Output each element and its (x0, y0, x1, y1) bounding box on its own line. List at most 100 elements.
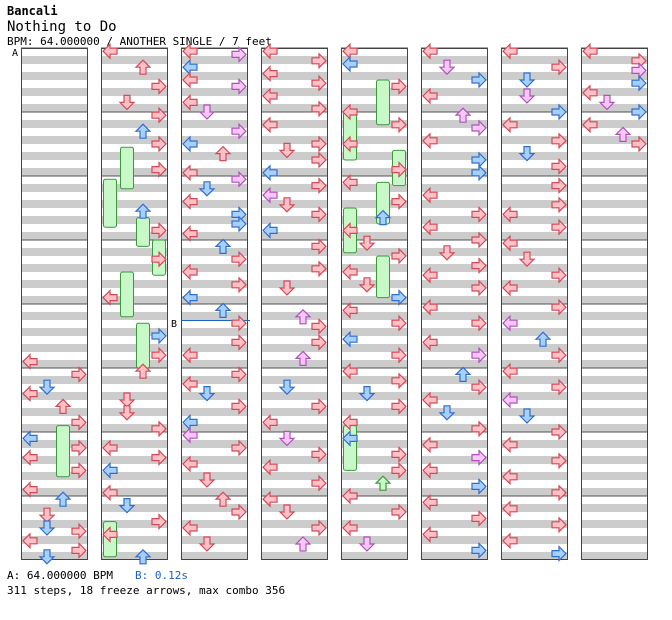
beat-stripe (501, 200, 568, 208)
step-arrow-right (151, 420, 167, 438)
chart-column (181, 47, 248, 560)
step-arrow-left (102, 484, 118, 502)
step-arrow-right (311, 317, 327, 335)
step-arrow-left (422, 186, 438, 204)
freeze-arrow (136, 217, 150, 247)
step-arrow-right (151, 135, 167, 153)
beat-stripe (581, 152, 648, 160)
beat-stripe (181, 136, 248, 144)
beat-stripe (501, 232, 568, 240)
step-arrow-down (518, 72, 536, 88)
step-arrow-down (278, 379, 296, 396)
beat-stripe (341, 264, 408, 272)
step-arrow-left (502, 362, 518, 380)
beat-stripe (421, 536, 488, 544)
beat-stripe (181, 392, 248, 400)
step-arrow-right (151, 513, 167, 531)
step-arrow-left (502, 532, 518, 550)
beat-stripe (501, 280, 568, 288)
step-arrow-right (391, 289, 407, 307)
step-arrow-right (311, 74, 327, 92)
beat-stripe (421, 408, 488, 416)
beat-stripe (181, 56, 248, 64)
step-arrow-down (518, 146, 536, 162)
step-arrow-right (151, 106, 167, 124)
beat-stripe (581, 552, 648, 560)
beat-stripe (181, 408, 248, 416)
beat-stripe (501, 440, 568, 448)
step-arrow-left (182, 225, 198, 243)
step-arrow-right (631, 103, 647, 121)
beat-stripe (341, 72, 408, 80)
step-arrow-right (391, 346, 407, 364)
step-arrow-right (231, 397, 247, 415)
beat-stripe (181, 280, 248, 288)
beat-stripe (501, 552, 568, 560)
step-arrow-right (231, 45, 247, 63)
step-arrow-left (342, 301, 358, 319)
beat-stripe (101, 120, 168, 128)
step-arrow-down (198, 386, 216, 402)
step-arrow-left (182, 519, 198, 537)
beat-stripe (21, 72, 88, 80)
beat-stripe (21, 552, 88, 560)
step-arrow-left (262, 186, 278, 204)
beat-stripe (181, 456, 248, 464)
step-arrow-left (262, 42, 278, 60)
step-arrow-down (518, 251, 536, 268)
beat-stripe (581, 488, 648, 496)
beat-stripe (101, 72, 168, 80)
beat-stripe (341, 440, 408, 448)
beat-stripe (341, 552, 408, 560)
beat-stripe (181, 72, 248, 80)
beat-stripe (181, 344, 248, 352)
beat-stripe (341, 200, 408, 208)
beat-stripe (421, 216, 488, 224)
step-arrow-right (311, 100, 327, 118)
beat-stripe (501, 536, 568, 544)
step-arrow-left (262, 87, 278, 105)
step-arrow-left (422, 525, 438, 543)
beat-stripe (261, 312, 328, 320)
beat-stripe (341, 56, 408, 64)
beat-stripe (101, 200, 168, 208)
step-arrow-down (358, 235, 376, 252)
step-arrow-down (278, 504, 296, 520)
beat-stripe (181, 264, 248, 272)
beat-stripe (581, 280, 648, 288)
beat-stripe (421, 136, 488, 144)
beat-stripe (341, 168, 408, 176)
beat-stripe (261, 248, 328, 256)
step-arrow-right (391, 461, 407, 479)
step-arrow-up (454, 107, 472, 123)
chart-column (501, 47, 568, 560)
beat-stripe (261, 104, 328, 112)
step-arrow-up (374, 475, 392, 491)
beat-stripe (181, 232, 248, 240)
step-arrow-left (182, 164, 198, 182)
step-arrow-right (311, 519, 327, 537)
beat-stripe (21, 120, 88, 128)
beat-stripe (101, 168, 168, 176)
step-arrow-left (182, 263, 198, 281)
beat-stripe (181, 296, 248, 304)
beat-stripe (501, 424, 568, 432)
beat-stripe (181, 184, 248, 192)
beat-stripe (581, 328, 648, 336)
beat-stripe (261, 504, 328, 512)
step-arrow-right (231, 439, 247, 457)
beat-stripe (101, 440, 168, 448)
beat-stripe (181, 552, 248, 560)
column-border (261, 48, 328, 560)
step-arrow-right (391, 77, 407, 95)
beat-stripe (261, 216, 328, 224)
step-arrow-right (471, 279, 487, 297)
step-arrow-right (71, 413, 87, 431)
step-arrow-right (551, 484, 567, 502)
beat-stripe (501, 392, 568, 400)
step-arrow-left (22, 353, 38, 371)
beat-stripe (261, 472, 328, 480)
column-border (181, 48, 248, 560)
beat-stripe (21, 536, 88, 544)
beat-stripe (341, 296, 408, 304)
